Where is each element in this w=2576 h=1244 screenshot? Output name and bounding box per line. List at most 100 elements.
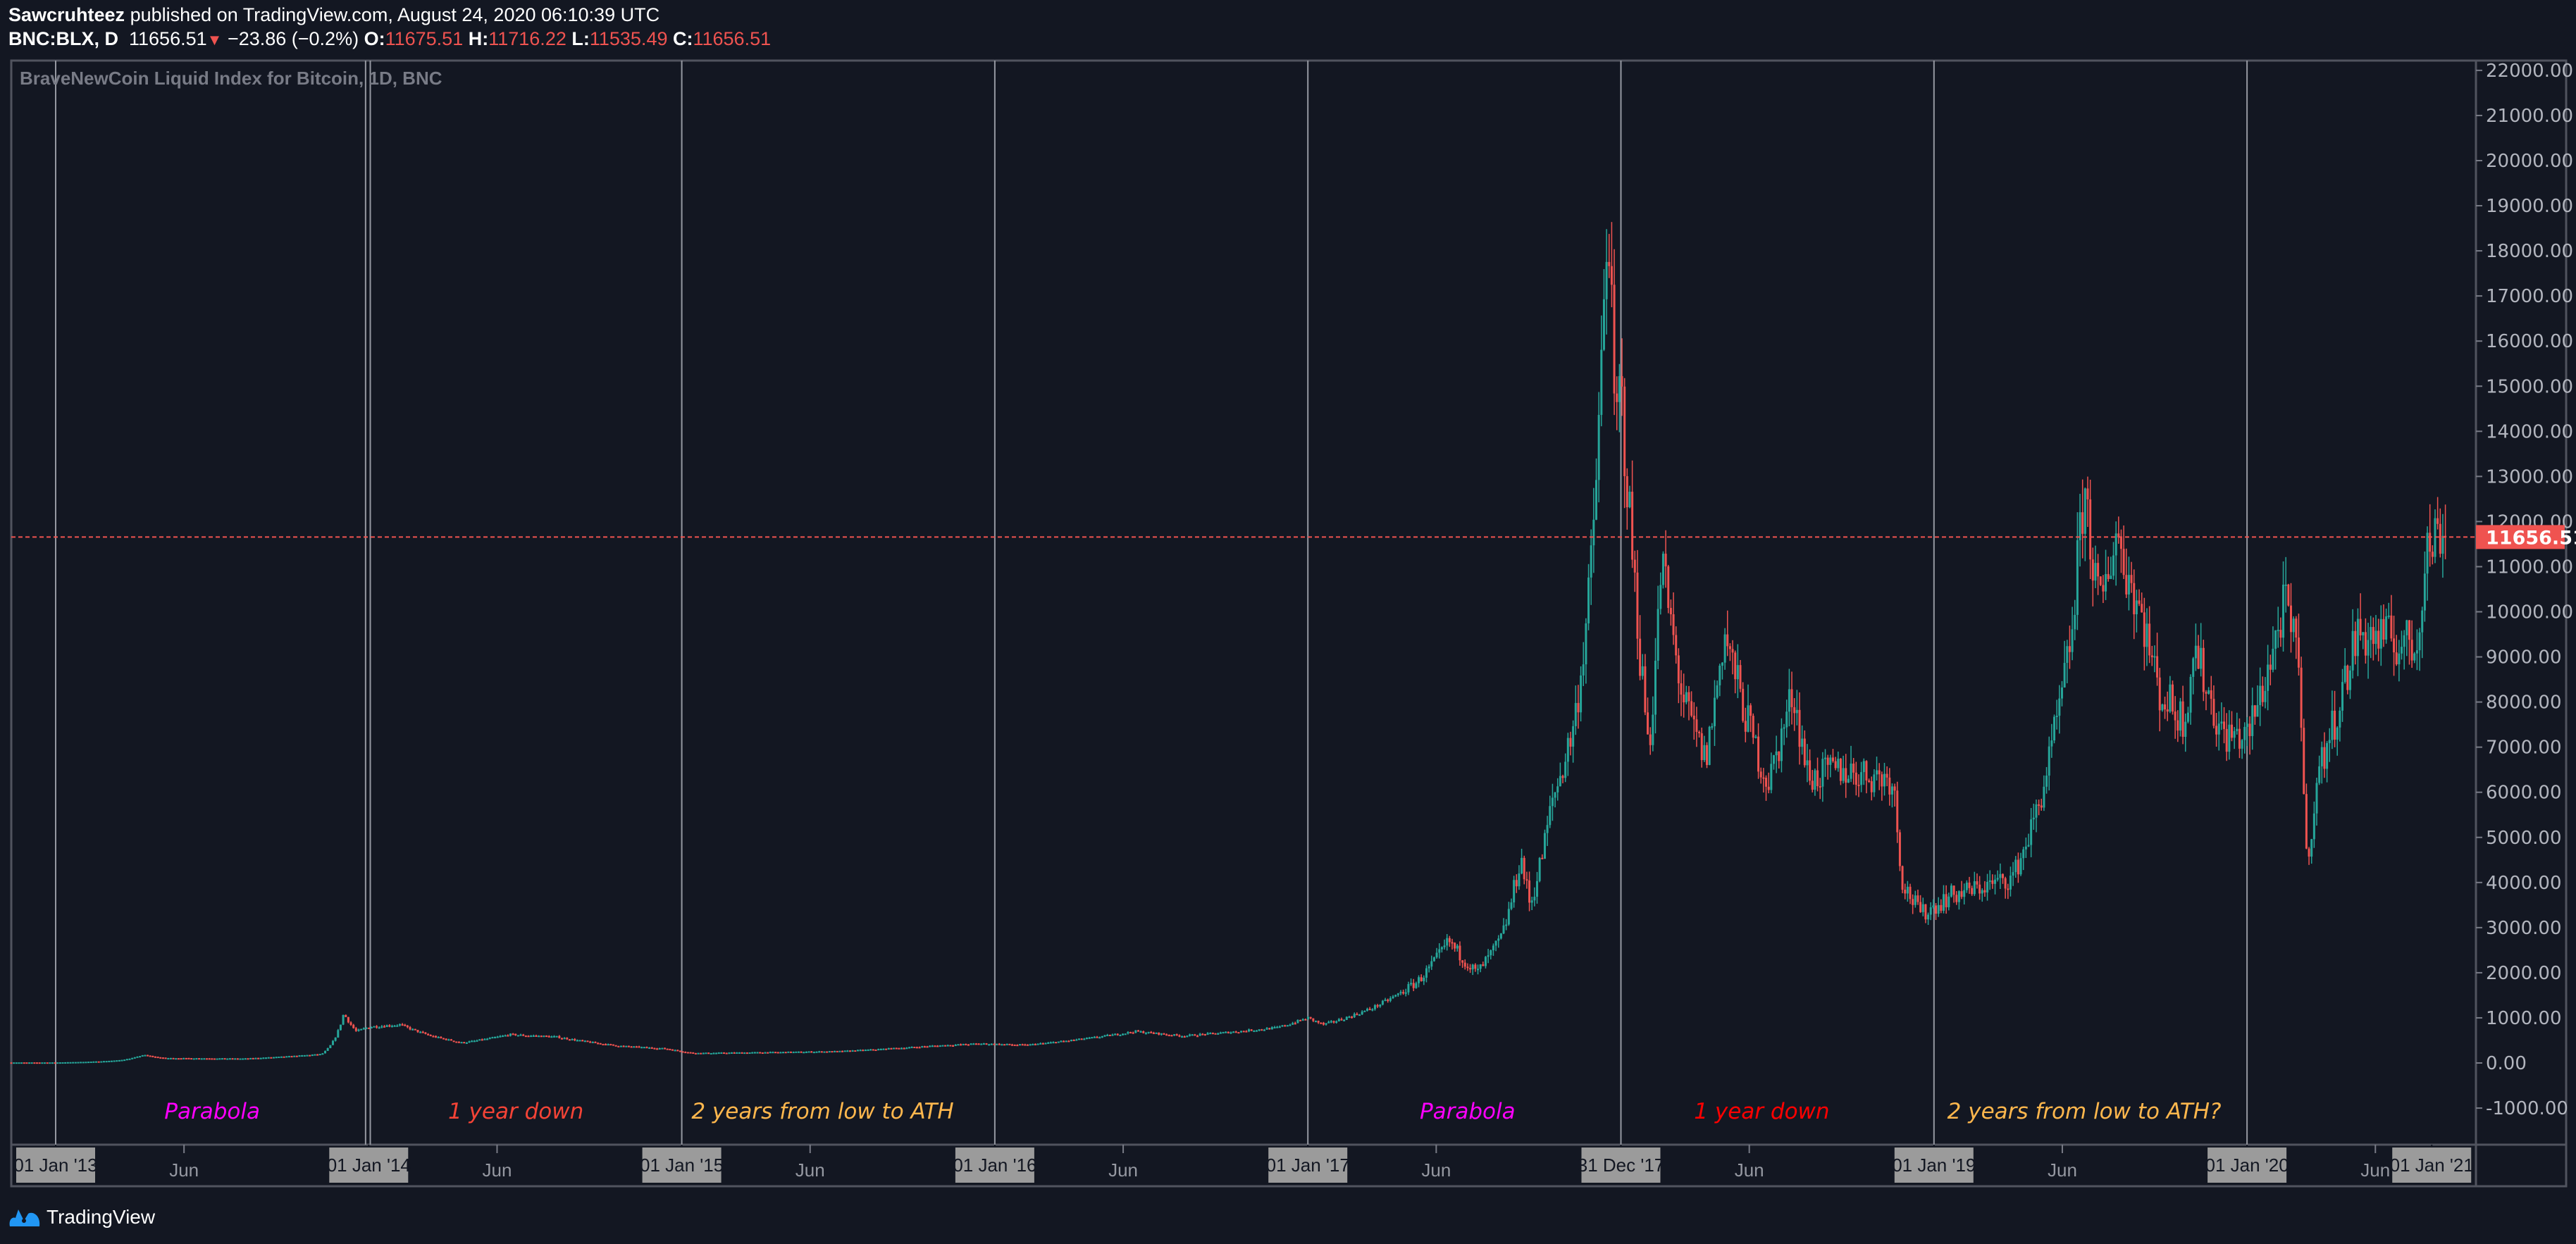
candle-up xyxy=(887,1047,890,1050)
candle-up xyxy=(1083,1038,1086,1040)
candle-down xyxy=(1454,943,1456,949)
candle-up xyxy=(962,1043,965,1045)
candle-up xyxy=(553,1035,556,1038)
candle-up xyxy=(607,1044,609,1046)
candle-up xyxy=(782,1052,785,1054)
candle-down xyxy=(2346,665,2349,690)
candle-up xyxy=(1199,1033,1201,1036)
candle-up xyxy=(287,1056,290,1058)
candle-down xyxy=(725,1052,728,1055)
candle-up xyxy=(1654,660,1657,715)
candle-up xyxy=(314,1054,316,1056)
candle-down xyxy=(1870,781,1873,792)
candle-up xyxy=(705,1052,707,1055)
candle-up xyxy=(1713,697,1716,726)
candle-down xyxy=(1739,665,1742,689)
candle-up xyxy=(1373,1004,1376,1009)
candle-down xyxy=(347,1016,349,1023)
candle-up xyxy=(1770,764,1773,790)
candle-up xyxy=(2217,723,2220,735)
candle-up xyxy=(468,1041,471,1043)
candle-down xyxy=(1819,786,1821,788)
candle-down xyxy=(1577,702,1580,713)
candle-up xyxy=(2022,849,2025,859)
candle-down xyxy=(345,1014,347,1017)
candle-up xyxy=(769,1052,772,1054)
candle-down xyxy=(161,1057,164,1059)
candle-down xyxy=(669,1048,671,1050)
candle-up xyxy=(329,1045,332,1048)
candle-up xyxy=(2362,632,2365,635)
candle-down xyxy=(586,1040,589,1043)
candle-up xyxy=(74,1062,77,1064)
candle-up xyxy=(1127,1032,1129,1034)
candle-down xyxy=(455,1041,458,1043)
candle-down xyxy=(2125,575,2128,595)
candle-up xyxy=(169,1057,172,1059)
candle-up xyxy=(1842,768,1845,781)
candle-up xyxy=(494,1037,497,1039)
candle-up xyxy=(2426,533,2429,574)
candle-down xyxy=(681,1051,684,1053)
author-name[interactable]: Sawcruhteez xyxy=(8,4,125,25)
candle-up xyxy=(411,1028,414,1031)
high-value: 11716.22 xyxy=(488,28,566,49)
candle-up xyxy=(1394,995,1397,997)
candle-down xyxy=(309,1055,311,1057)
candle-up xyxy=(1258,1029,1261,1031)
candle-up xyxy=(1883,773,1886,787)
candle-up xyxy=(717,1052,720,1055)
candle-down xyxy=(421,1031,424,1033)
candle-down xyxy=(38,1062,41,1064)
candle-down xyxy=(656,1048,659,1050)
candle-up xyxy=(1723,634,1726,663)
candle-down xyxy=(1610,266,1613,285)
candle-up xyxy=(1361,1012,1363,1015)
candle-down xyxy=(1726,634,1729,647)
candle-up xyxy=(1551,797,1554,807)
candle-up xyxy=(1914,895,1916,905)
candle-down xyxy=(664,1047,667,1050)
chart-annotation: 2 years from low to ATH xyxy=(691,1099,953,1124)
candle-up xyxy=(41,1062,44,1064)
candle-up xyxy=(1189,1034,1191,1036)
x-date-label-box xyxy=(329,1147,409,1183)
candle-down xyxy=(1744,721,1747,732)
candle-down xyxy=(1165,1034,1168,1036)
y-tick-label: 16000.00 xyxy=(2486,331,2573,352)
last-price-badge xyxy=(2476,525,2565,549)
candle-up xyxy=(728,1052,731,1055)
candle-up xyxy=(1783,727,1785,729)
candle-up xyxy=(218,1058,221,1060)
candle-up xyxy=(1289,1024,1292,1026)
candle-up xyxy=(491,1037,494,1039)
candle-up xyxy=(1582,664,1585,676)
candle-up xyxy=(2379,618,2382,649)
candle-down xyxy=(733,1052,736,1054)
candle-down xyxy=(2436,518,2439,524)
candle-up xyxy=(1981,890,1983,894)
candle-up xyxy=(293,1055,296,1057)
candle-down xyxy=(540,1035,543,1038)
candle-down xyxy=(560,1038,563,1040)
x-date-label-box xyxy=(1894,1147,1974,1183)
candle-up xyxy=(1873,774,1876,792)
candle-down xyxy=(1412,983,1415,988)
candle-up xyxy=(1600,349,1603,416)
candle-down xyxy=(1237,1032,1240,1034)
chart-frame xyxy=(10,59,2568,1188)
candle-down xyxy=(1469,968,1472,970)
tradingview-brand[interactable]: TradingView xyxy=(8,1206,155,1229)
candle-down xyxy=(1924,904,1927,920)
candle-down xyxy=(2305,794,2308,849)
candle-up xyxy=(1510,902,1513,909)
candle-down xyxy=(1778,751,1781,761)
candle-up xyxy=(105,1061,108,1063)
candle-up xyxy=(538,1035,540,1038)
candle-up xyxy=(1785,711,1788,728)
candle-up xyxy=(1371,1009,1374,1011)
candle-down xyxy=(944,1045,947,1047)
candle-down xyxy=(2148,623,2151,656)
candle-down xyxy=(1636,572,1639,639)
